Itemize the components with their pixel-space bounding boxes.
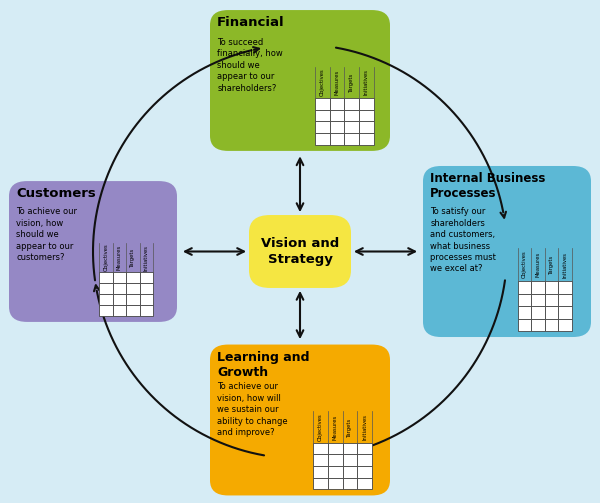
- Text: Initiatives: Initiatives: [364, 69, 369, 96]
- Text: Internal Business
Processes: Internal Business Processes: [430, 172, 545, 200]
- Bar: [344, 110, 359, 122]
- Bar: [328, 478, 343, 489]
- Bar: [315, 122, 330, 133]
- Bar: [126, 294, 139, 305]
- Bar: [328, 454, 343, 466]
- Bar: [313, 466, 328, 478]
- Bar: [139, 294, 153, 305]
- Bar: [99, 305, 113, 316]
- FancyBboxPatch shape: [210, 10, 390, 151]
- Bar: [518, 318, 532, 331]
- Bar: [344, 133, 359, 145]
- FancyBboxPatch shape: [210, 345, 390, 495]
- Bar: [359, 133, 374, 145]
- Bar: [344, 122, 359, 133]
- Bar: [344, 98, 359, 110]
- Bar: [343, 478, 358, 489]
- Bar: [315, 98, 330, 110]
- Bar: [328, 443, 343, 454]
- Bar: [358, 478, 372, 489]
- Bar: [330, 122, 344, 133]
- Text: Objectives: Objectives: [103, 243, 108, 272]
- Text: Targets: Targets: [549, 255, 554, 274]
- Text: To achieve our
vision, how
should we
appear to our
customers?: To achieve our vision, how should we app…: [16, 207, 77, 262]
- Bar: [358, 454, 372, 466]
- Bar: [343, 466, 358, 478]
- Bar: [99, 294, 113, 305]
- Bar: [126, 283, 139, 294]
- Bar: [359, 122, 374, 133]
- Bar: [359, 98, 374, 110]
- Bar: [545, 306, 559, 318]
- Text: Vision and
Strategy: Vision and Strategy: [261, 237, 339, 266]
- Text: Targets: Targets: [130, 248, 135, 267]
- Bar: [545, 294, 559, 306]
- Bar: [113, 283, 126, 294]
- Bar: [315, 110, 330, 122]
- Bar: [315, 133, 330, 145]
- Bar: [139, 305, 153, 316]
- Text: To satisfy our
shareholders
and customers,
what business
processes must
we excel: To satisfy our shareholders and customer…: [430, 207, 496, 274]
- Bar: [358, 443, 372, 454]
- Bar: [558, 294, 572, 306]
- Bar: [359, 110, 374, 122]
- Bar: [558, 318, 572, 331]
- Bar: [113, 272, 126, 283]
- Text: Initiatives: Initiatives: [144, 244, 149, 271]
- Bar: [126, 272, 139, 283]
- Bar: [126, 305, 139, 316]
- Bar: [518, 306, 532, 318]
- Text: Objectives: Objectives: [320, 68, 325, 97]
- Text: Customers: Customers: [16, 187, 96, 200]
- Bar: [518, 281, 532, 294]
- Bar: [532, 281, 545, 294]
- Bar: [343, 443, 358, 454]
- Text: Learning and
Growth: Learning and Growth: [217, 351, 310, 379]
- Bar: [330, 110, 344, 122]
- Text: Measures: Measures: [117, 245, 122, 270]
- Bar: [532, 306, 545, 318]
- Bar: [545, 281, 559, 294]
- Bar: [330, 98, 344, 110]
- Bar: [518, 294, 532, 306]
- Text: Targets: Targets: [347, 417, 352, 437]
- Text: Measures: Measures: [335, 70, 340, 95]
- Text: To achieve our
vision, how will
we sustain our
ability to change
and improve?: To achieve our vision, how will we susta…: [217, 382, 288, 437]
- Bar: [113, 305, 126, 316]
- Text: Measures: Measures: [536, 252, 541, 277]
- Bar: [139, 272, 153, 283]
- FancyBboxPatch shape: [423, 166, 591, 337]
- Bar: [558, 306, 572, 318]
- Bar: [313, 478, 328, 489]
- Text: Objectives: Objectives: [318, 413, 323, 441]
- Bar: [343, 454, 358, 466]
- Bar: [313, 454, 328, 466]
- Bar: [99, 272, 113, 283]
- FancyBboxPatch shape: [9, 181, 177, 322]
- Bar: [358, 466, 372, 478]
- FancyBboxPatch shape: [249, 215, 351, 288]
- Bar: [313, 443, 328, 454]
- Text: Measures: Measures: [333, 414, 338, 440]
- Bar: [558, 281, 572, 294]
- Bar: [328, 466, 343, 478]
- Bar: [532, 318, 545, 331]
- Text: Initiatives: Initiatives: [362, 414, 367, 440]
- Bar: [545, 318, 559, 331]
- Text: Financial: Financial: [217, 16, 285, 29]
- Bar: [330, 133, 344, 145]
- Text: Targets: Targets: [349, 73, 354, 92]
- Bar: [139, 283, 153, 294]
- Text: Objectives: Objectives: [522, 250, 527, 279]
- Bar: [99, 283, 113, 294]
- Bar: [113, 294, 126, 305]
- Text: Initiatives: Initiatives: [563, 252, 568, 278]
- Bar: [532, 294, 545, 306]
- Text: To succeed
financially, how
should we
appear to our
shareholders?: To succeed financially, how should we ap…: [217, 38, 283, 93]
